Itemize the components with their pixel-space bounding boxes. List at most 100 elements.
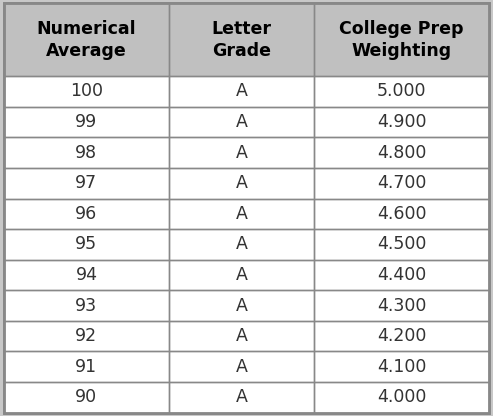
Bar	[315, 321, 489, 352]
Bar	[169, 382, 315, 413]
Bar	[4, 382, 169, 413]
Bar	[169, 137, 315, 168]
Bar	[169, 229, 315, 260]
Text: 4.900: 4.900	[377, 113, 426, 131]
Bar	[315, 260, 489, 290]
Bar	[315, 229, 489, 260]
Bar	[315, 382, 489, 413]
Text: A: A	[236, 327, 247, 345]
Bar	[169, 352, 315, 382]
Text: A: A	[236, 205, 247, 223]
Text: 96: 96	[75, 205, 98, 223]
Bar	[169, 321, 315, 352]
Bar	[4, 260, 169, 290]
Bar	[315, 352, 489, 382]
Text: 4.400: 4.400	[377, 266, 426, 284]
Bar	[4, 229, 169, 260]
Bar	[4, 382, 169, 413]
Bar	[315, 382, 489, 413]
Text: 4.200: 4.200	[377, 327, 426, 345]
Bar	[4, 76, 169, 107]
Bar	[4, 352, 169, 382]
Text: 4.700: 4.700	[377, 174, 426, 192]
Text: A: A	[236, 358, 247, 376]
Text: 92: 92	[75, 327, 98, 345]
Bar	[169, 198, 315, 229]
Text: 90: 90	[75, 389, 98, 406]
Bar	[315, 321, 489, 352]
Bar	[169, 229, 315, 260]
Text: 98: 98	[75, 144, 98, 161]
Bar	[4, 137, 169, 168]
Bar	[4, 168, 169, 198]
Bar	[315, 168, 489, 198]
Bar	[4, 107, 169, 137]
Bar	[4, 321, 169, 352]
Bar	[315, 3, 489, 76]
Bar	[169, 168, 315, 198]
Bar	[315, 76, 489, 107]
Bar	[4, 229, 169, 260]
Bar	[315, 352, 489, 382]
Bar	[315, 198, 489, 229]
Bar	[315, 137, 489, 168]
Text: 4.300: 4.300	[377, 297, 426, 314]
Text: A: A	[236, 174, 247, 192]
Bar	[169, 3, 315, 76]
Bar	[169, 107, 315, 137]
Text: 91: 91	[75, 358, 98, 376]
Bar	[4, 321, 169, 352]
Bar	[4, 290, 169, 321]
Bar	[4, 107, 169, 137]
Text: 97: 97	[75, 174, 98, 192]
Bar	[169, 260, 315, 290]
Text: Letter
Grade: Letter Grade	[211, 20, 272, 60]
Text: A: A	[236, 82, 247, 100]
Text: 94: 94	[75, 266, 98, 284]
Bar	[4, 168, 169, 198]
Bar	[315, 290, 489, 321]
Bar	[4, 3, 169, 76]
Bar	[4, 76, 169, 107]
Bar	[315, 198, 489, 229]
Bar	[169, 168, 315, 198]
Bar	[4, 3, 169, 76]
Bar	[169, 352, 315, 382]
Bar	[315, 290, 489, 321]
Bar	[315, 260, 489, 290]
Text: 100: 100	[70, 82, 103, 100]
Bar	[4, 290, 169, 321]
Text: A: A	[236, 297, 247, 314]
Bar	[169, 198, 315, 229]
Bar	[169, 321, 315, 352]
Text: A: A	[236, 235, 247, 253]
Text: 4.000: 4.000	[377, 389, 426, 406]
Text: 4.100: 4.100	[377, 358, 426, 376]
Bar	[315, 3, 489, 76]
Text: 5.000: 5.000	[377, 82, 426, 100]
Bar	[169, 382, 315, 413]
Text: 4.500: 4.500	[377, 235, 426, 253]
Bar	[4, 198, 169, 229]
Bar	[315, 76, 489, 107]
Text: 4.600: 4.600	[377, 205, 426, 223]
Bar	[4, 260, 169, 290]
Text: A: A	[236, 389, 247, 406]
Text: 99: 99	[75, 113, 98, 131]
Text: Numerical
Average: Numerical Average	[36, 20, 136, 60]
Text: A: A	[236, 113, 247, 131]
Bar	[315, 137, 489, 168]
Bar	[315, 229, 489, 260]
Bar	[169, 76, 315, 107]
Bar	[169, 3, 315, 76]
Text: 95: 95	[75, 235, 98, 253]
Bar	[315, 107, 489, 137]
Bar	[315, 168, 489, 198]
Bar	[4, 137, 169, 168]
Bar	[169, 260, 315, 290]
Text: 4.800: 4.800	[377, 144, 426, 161]
Bar	[169, 290, 315, 321]
Bar	[4, 198, 169, 229]
Bar	[315, 107, 489, 137]
Text: A: A	[236, 144, 247, 161]
